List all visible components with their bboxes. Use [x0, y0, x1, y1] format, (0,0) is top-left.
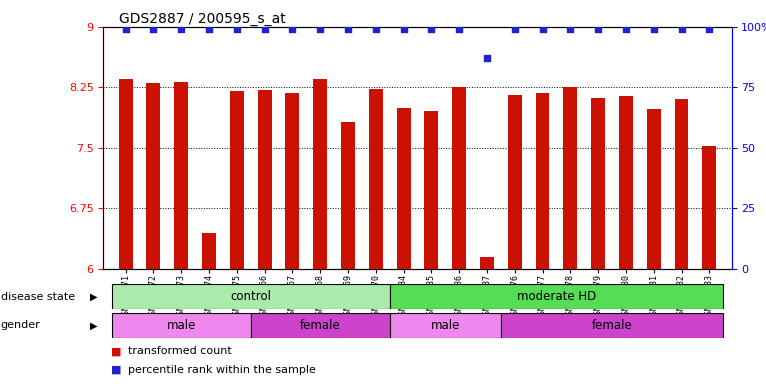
Point: [565, 26, 577, 32]
Point: [703, 26, 715, 32]
Point: [286, 26, 299, 32]
Point: [676, 26, 688, 32]
Point: [147, 26, 159, 32]
Text: male: male: [430, 319, 460, 332]
Text: female: female: [300, 319, 341, 332]
Bar: [501, 313, 723, 338]
Bar: [563, 88, 578, 269]
Bar: [341, 122, 355, 269]
Bar: [390, 284, 723, 309]
Text: percentile rank within the sample: percentile rank within the sample: [128, 365, 316, 375]
Point: [592, 26, 604, 32]
Text: gender: gender: [1, 320, 41, 331]
Bar: [702, 146, 716, 269]
Point: [314, 26, 326, 32]
Point: [398, 26, 410, 32]
Point: [119, 26, 132, 32]
Bar: [508, 95, 522, 269]
Bar: [452, 88, 466, 269]
Bar: [675, 99, 689, 269]
Text: transformed count: transformed count: [128, 346, 231, 356]
Point: [342, 26, 354, 32]
Point: [536, 26, 548, 32]
Text: female: female: [591, 319, 633, 332]
Point: [620, 26, 632, 32]
Point: [258, 26, 270, 32]
Bar: [202, 233, 216, 269]
Bar: [175, 82, 188, 269]
Point: [203, 26, 215, 32]
Text: male: male: [166, 319, 196, 332]
Bar: [112, 284, 390, 309]
Point: [509, 26, 521, 32]
Bar: [647, 109, 660, 269]
Point: [647, 26, 660, 32]
Bar: [397, 108, 411, 269]
Bar: [112, 313, 250, 338]
Bar: [619, 96, 633, 269]
Text: disease state: disease state: [1, 291, 75, 302]
Bar: [591, 98, 605, 269]
Bar: [369, 89, 383, 269]
Text: GDS2887 / 200595_s_at: GDS2887 / 200595_s_at: [119, 12, 286, 25]
Bar: [250, 313, 390, 338]
Point: [481, 55, 493, 61]
Bar: [146, 83, 160, 269]
Bar: [313, 79, 327, 269]
Bar: [230, 91, 244, 269]
Text: ■: ■: [111, 365, 122, 375]
Bar: [119, 79, 133, 269]
Bar: [535, 93, 549, 269]
Text: ▶: ▶: [90, 291, 97, 302]
Text: ▶: ▶: [90, 320, 97, 331]
Point: [425, 26, 437, 32]
Point: [231, 26, 243, 32]
Text: control: control: [231, 290, 271, 303]
Text: ■: ■: [111, 346, 122, 356]
Bar: [424, 111, 438, 269]
Bar: [257, 90, 272, 269]
Point: [175, 26, 188, 32]
Text: moderate HD: moderate HD: [517, 290, 596, 303]
Point: [370, 26, 382, 32]
Bar: [286, 93, 300, 269]
Bar: [390, 313, 501, 338]
Point: [453, 26, 465, 32]
Bar: [480, 257, 494, 269]
